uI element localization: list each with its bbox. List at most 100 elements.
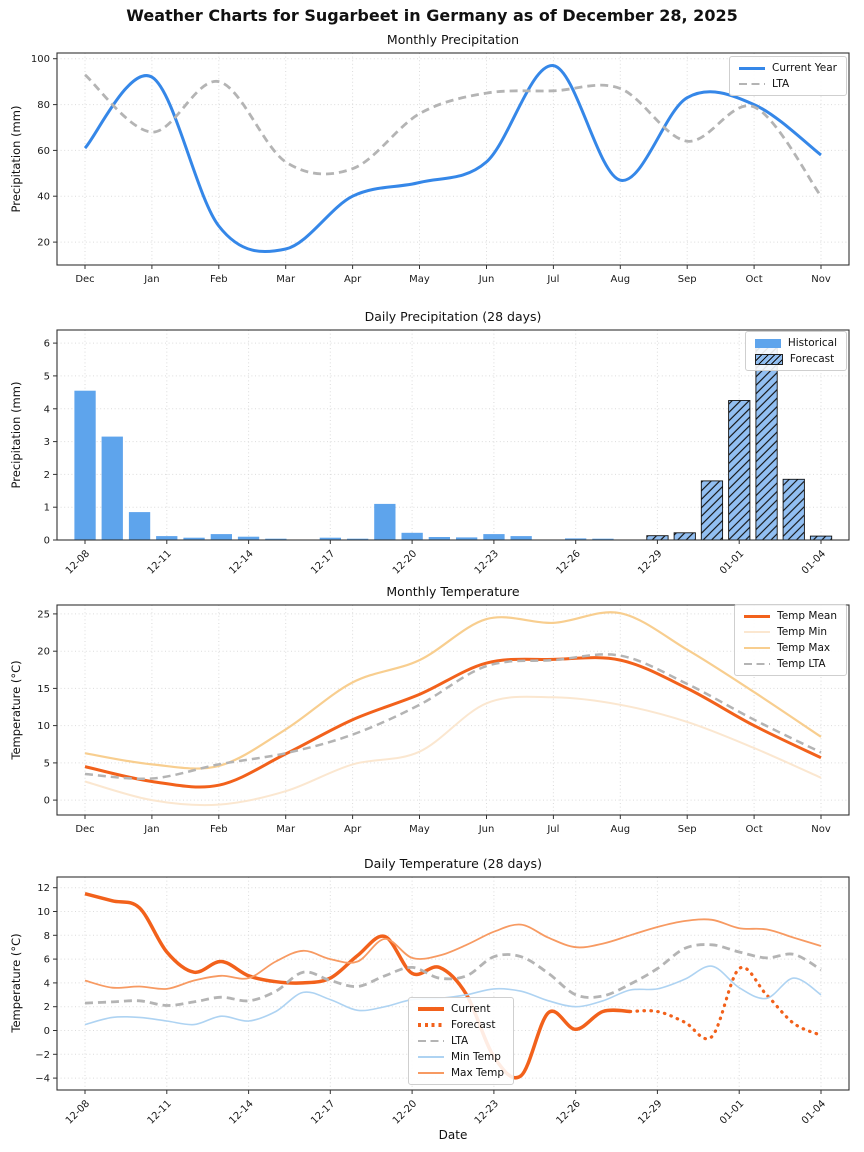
legend-item-temp-max: Temp Max bbox=[744, 642, 837, 654]
svg-text:12-29: 12-29 bbox=[636, 548, 664, 576]
svg-text:40: 40 bbox=[37, 192, 50, 203]
svg-text:20: 20 bbox=[37, 647, 50, 658]
legend-item-forecast: Forecast bbox=[418, 1019, 504, 1031]
legend-item-lta: LTA bbox=[418, 1035, 504, 1047]
svg-text:6: 6 bbox=[44, 339, 50, 350]
svg-text:8: 8 bbox=[44, 931, 50, 942]
svg-text:Oct: Oct bbox=[745, 274, 762, 285]
svg-text:May: May bbox=[409, 824, 430, 835]
monthly-precipitation-series-current-year bbox=[83, 64, 822, 254]
svg-text:Feb: Feb bbox=[210, 824, 228, 835]
monthly-precip-ylabel: Precipitation (mm) bbox=[9, 105, 23, 213]
legend-label: LTA bbox=[451, 1035, 469, 1047]
svg-text:1: 1 bbox=[44, 503, 50, 514]
legend-label: Current bbox=[451, 1003, 491, 1015]
daily-temperature-series-forecast bbox=[628, 965, 823, 1041]
monthly-temperature-series-temp-min bbox=[84, 695, 822, 807]
svg-text:60: 60 bbox=[37, 146, 50, 157]
monthly-temperature-axes: 0 5 10 15 20 25 Dec Jan Feb Mar Apr May Jun Jul Aug Sep… bbox=[37, 604, 850, 835]
svg-text:2: 2 bbox=[44, 1002, 50, 1013]
page-title: Weather Charts for Sugarbeet in Germany … bbox=[126, 6, 738, 25]
svg-text:15: 15 bbox=[37, 684, 50, 695]
svg-text:12-11: 12-11 bbox=[146, 548, 174, 576]
svg-text:10: 10 bbox=[37, 721, 50, 732]
legend-item-forecast: Forecast bbox=[754, 353, 837, 365]
svg-text:Jan: Jan bbox=[143, 824, 159, 835]
svg-text:4: 4 bbox=[44, 978, 50, 989]
legend-label: Current Year bbox=[771, 62, 837, 74]
svg-text:Aug: Aug bbox=[611, 274, 631, 285]
svg-text:4: 4 bbox=[44, 404, 50, 415]
svg-text:12-20: 12-20 bbox=[391, 1098, 419, 1126]
monthly-temperature-grid bbox=[57, 605, 849, 815]
svg-text:Mar: Mar bbox=[276, 824, 296, 835]
svg-text:25: 25 bbox=[37, 609, 50, 620]
max-temp-line-swatch bbox=[418, 1071, 444, 1075]
svg-text:Jan: Jan bbox=[143, 274, 159, 285]
temp-lta-line-swatch bbox=[744, 662, 771, 666]
svg-text:Sep: Sep bbox=[678, 274, 697, 285]
svg-text:12-26: 12-26 bbox=[554, 548, 582, 576]
daily-precip-legend: Historical Forecast bbox=[744, 331, 847, 371]
legend-item-temp-mean: Temp Mean bbox=[744, 610, 837, 622]
daily-precipitation-series-forecast bbox=[646, 339, 833, 541]
svg-text:Apr: Apr bbox=[344, 274, 362, 285]
daily-temperature-series-current bbox=[84, 892, 631, 1080]
svg-text:Sep: Sep bbox=[678, 824, 697, 835]
monthly-temp-legend: Temp Mean Temp Min Temp Max Temp LTA bbox=[734, 604, 847, 676]
svg-text:6: 6 bbox=[44, 955, 50, 966]
temp-min-line-swatch bbox=[744, 630, 771, 634]
svg-text:12-08: 12-08 bbox=[64, 548, 92, 576]
legend-item-historical: Historical bbox=[754, 337, 837, 349]
svg-text:01-01: 01-01 bbox=[718, 1098, 746, 1126]
monthly-temperature-series-temp-lta bbox=[84, 653, 822, 781]
monthly-temperature-plot: 0 5 10 15 20 25 Dec Jan Feb Mar Apr May Jun Jul Aug Sep… bbox=[37, 604, 850, 835]
daily-precipitation-grid bbox=[57, 330, 849, 541]
svg-text:0: 0 bbox=[44, 1026, 50, 1037]
daily-precipitation-series-historical bbox=[74, 390, 614, 540]
legend-label: Temp Min bbox=[777, 626, 828, 638]
daily-temperature-series-max-temp bbox=[84, 918, 822, 990]
svg-text:80: 80 bbox=[37, 100, 50, 111]
svg-text:12-20: 12-20 bbox=[391, 548, 419, 576]
daily-temp-xlabel: Date bbox=[438, 1128, 468, 1142]
temp-max-line-swatch bbox=[744, 646, 771, 650]
svg-text:12-17: 12-17 bbox=[309, 548, 337, 576]
svg-text:Oct: Oct bbox=[745, 824, 762, 835]
svg-text:12-23: 12-23 bbox=[473, 1098, 501, 1126]
monthly-temperature-series-temp-mean bbox=[84, 656, 822, 789]
svg-text:0: 0 bbox=[44, 536, 50, 547]
monthly-precipitation-series-lta bbox=[84, 73, 823, 198]
svg-text:5: 5 bbox=[44, 371, 50, 382]
legend-label: LTA bbox=[771, 78, 790, 90]
legend-label: Temp Max bbox=[777, 642, 831, 654]
svg-text:0: 0 bbox=[44, 796, 50, 807]
min-temp-line-swatch bbox=[418, 1055, 444, 1059]
current-line-swatch bbox=[418, 1007, 444, 1011]
svg-text:12-14: 12-14 bbox=[227, 1098, 255, 1126]
svg-text:100: 100 bbox=[31, 54, 50, 65]
svg-text:Jul: Jul bbox=[546, 824, 559, 835]
svg-text:Nov: Nov bbox=[811, 824, 831, 835]
svg-text:12-11: 12-11 bbox=[146, 1098, 174, 1126]
svg-text:12-23: 12-23 bbox=[473, 548, 501, 576]
daily-precip-title: Daily Precipitation (28 days) bbox=[364, 309, 542, 324]
legend-item-temp-min: Temp Min bbox=[744, 626, 837, 638]
svg-text:Jun: Jun bbox=[478, 824, 495, 835]
monthly-precip-title: Monthly Precipitation bbox=[386, 32, 520, 47]
svg-text:01-04: 01-04 bbox=[800, 548, 828, 576]
svg-text:12-14: 12-14 bbox=[227, 548, 255, 576]
legend-item-current: Current bbox=[418, 1003, 504, 1015]
monthly-temp-title: Monthly Temperature bbox=[386, 584, 520, 599]
legend-label: Historical bbox=[787, 337, 837, 349]
legend-item-current-year: Current Year bbox=[738, 62, 837, 74]
monthly-precip-legend: Current Year LTA bbox=[728, 56, 847, 96]
legend-item-temp-lta: Temp LTA bbox=[744, 658, 837, 670]
daily-temp-title: Daily Temperature (28 days) bbox=[364, 856, 542, 871]
monthly-temp-ylabel: Temperature (°C) bbox=[9, 660, 23, 760]
svg-text:May: May bbox=[409, 274, 430, 285]
daily-precipitation-plot: 0 1 2 3 4 5 6 12-08 12-11 12-14 12-17 12-20 12-23 12-… bbox=[44, 329, 850, 577]
svg-text:10: 10 bbox=[37, 907, 50, 918]
svg-text:01-04: 01-04 bbox=[800, 1098, 828, 1126]
